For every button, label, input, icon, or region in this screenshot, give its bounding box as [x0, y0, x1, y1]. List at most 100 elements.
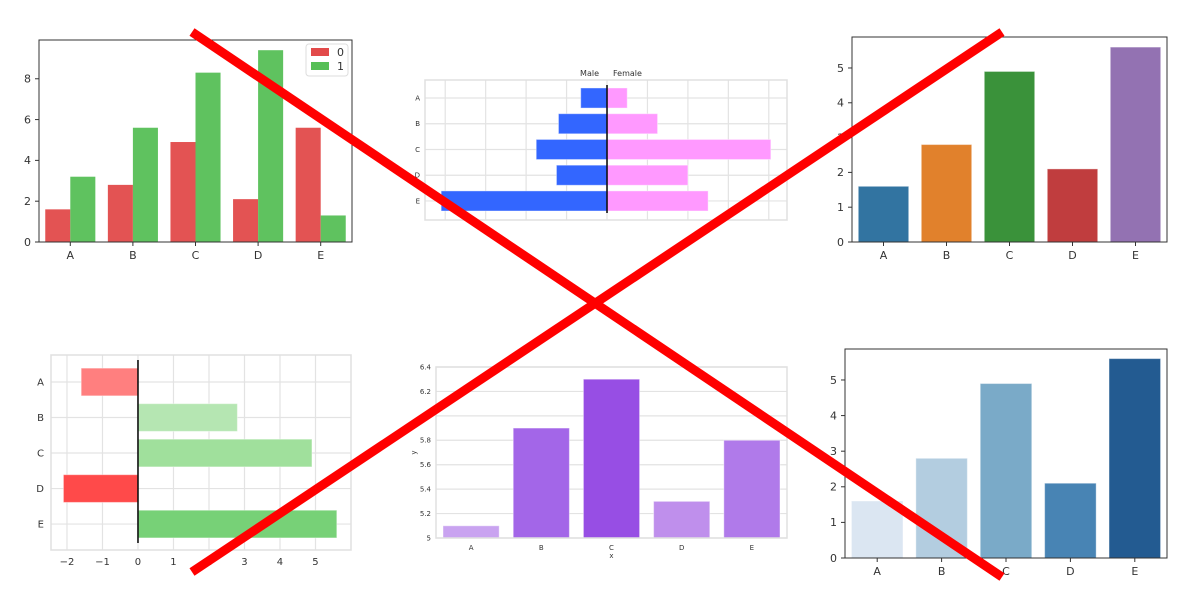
ytick-label: 6.2: [420, 388, 431, 396]
bar-B: [920, 144, 973, 243]
bar-A: [80, 367, 139, 397]
xtick-label: 0: [135, 557, 141, 568]
ytick-label: E: [416, 197, 420, 205]
bar-female-C: [606, 138, 772, 161]
xtick-label: A: [873, 565, 881, 578]
bar-0-C: [170, 142, 196, 242]
xtick-label: D: [679, 544, 684, 552]
xtick-label: E: [317, 249, 324, 262]
bar-1-B: [132, 127, 158, 242]
xtick-label: −1: [95, 557, 110, 568]
ytick-label: 5: [837, 62, 844, 75]
ytick-label: D: [36, 484, 44, 495]
bar-female-E: [606, 190, 709, 212]
ytick-label: 4: [837, 97, 844, 110]
xtick-label: D: [1066, 565, 1074, 578]
y-axis-label: y: [410, 450, 418, 454]
bar-B: [137, 403, 238, 432]
bar-0-A: [45, 209, 71, 242]
bar-B: [512, 427, 570, 539]
ytick-label: 6: [24, 113, 31, 126]
ytick-label: 5.8: [420, 437, 431, 445]
xtick-label: E: [1131, 565, 1138, 578]
legend: 01: [305, 43, 349, 77]
ytick-label: 5.4: [420, 486, 432, 494]
x-axis-label: x: [609, 552, 613, 560]
bar-male-B: [557, 113, 608, 135]
plot-frame: [50, 354, 352, 551]
ytick-label: 1: [830, 516, 837, 529]
xtick-label: C: [1006, 249, 1014, 262]
ytick-label: 2: [24, 195, 31, 208]
ytick-label: 0: [830, 552, 837, 565]
bar-C: [983, 70, 1036, 243]
xtick-label: 1: [170, 557, 176, 568]
xtick-label: 3: [241, 557, 247, 568]
ytick-label: A: [37, 377, 44, 388]
chart-panel-6: 0 1 2 3 4 5 A B C D E: [830, 348, 1168, 578]
bar-D: [1044, 482, 1097, 559]
ytick-label: 0: [24, 236, 31, 249]
bar-0-B: [107, 184, 133, 242]
xtick-label: C: [609, 544, 614, 552]
xtick-label: C: [1002, 565, 1010, 578]
ytick-label: C: [415, 146, 420, 154]
xtick-label: B: [129, 249, 137, 262]
xtick-label: A: [880, 249, 888, 262]
bar-0-E: [295, 127, 321, 242]
ytick-label: D: [415, 172, 420, 180]
xtick-label: A: [67, 249, 75, 262]
xtick-label: 4: [277, 557, 283, 568]
bar-0-D: [233, 199, 259, 242]
ytick-label: 6.4: [420, 363, 432, 371]
xtick-label: C: [192, 249, 200, 262]
ytick-label: B: [37, 413, 44, 424]
bar-1-E: [320, 215, 346, 242]
ytick-label: 4: [24, 154, 31, 167]
legend-label-0: 0: [337, 46, 344, 59]
cross-out-line: [189, 28, 1005, 576]
ytick-label: 5: [427, 534, 431, 542]
ytick-label: 8: [24, 73, 31, 86]
legend-swatch-0: [311, 48, 329, 56]
bar-B: [915, 457, 968, 559]
xtick-label: E: [1132, 249, 1139, 262]
legend-swatch-1: [311, 62, 329, 70]
xtick-label: E: [750, 544, 754, 552]
xtick-label: −2: [60, 557, 75, 568]
plot-frame: [424, 79, 788, 221]
bar-D: [653, 500, 711, 539]
xtick-label: D: [254, 249, 262, 262]
ytick-label: 2: [830, 481, 837, 494]
series-label-female: Female: [613, 69, 642, 78]
ytick-label: 4: [830, 409, 837, 422]
xtick-label: B: [938, 565, 946, 578]
bar-A: [857, 185, 910, 243]
xtick-label: 5: [312, 557, 318, 568]
bar-E: [723, 439, 781, 539]
ytick-label: 5.2: [420, 510, 431, 518]
bar-E: [1108, 358, 1162, 559]
bar-female-A: [606, 87, 628, 109]
bar-male-C: [535, 138, 608, 161]
bar-male-D: [555, 164, 608, 186]
bar-1-C: [195, 72, 221, 243]
ytick-label: 2: [837, 166, 844, 179]
ytick-label: C: [37, 449, 44, 460]
ytick-label: A: [415, 94, 420, 102]
bar-A: [850, 500, 904, 559]
bar-female-B: [606, 113, 659, 135]
bar-male-E: [440, 190, 608, 212]
bar-E: [137, 509, 338, 539]
xtick-label: A: [469, 544, 474, 552]
ytick-label: 3: [830, 445, 837, 458]
bar-C: [979, 383, 1033, 559]
chart-panel-2: A B C D E Male Female: [415, 69, 788, 221]
bar-C: [137, 438, 313, 468]
legend-label-1: 1: [337, 60, 344, 73]
